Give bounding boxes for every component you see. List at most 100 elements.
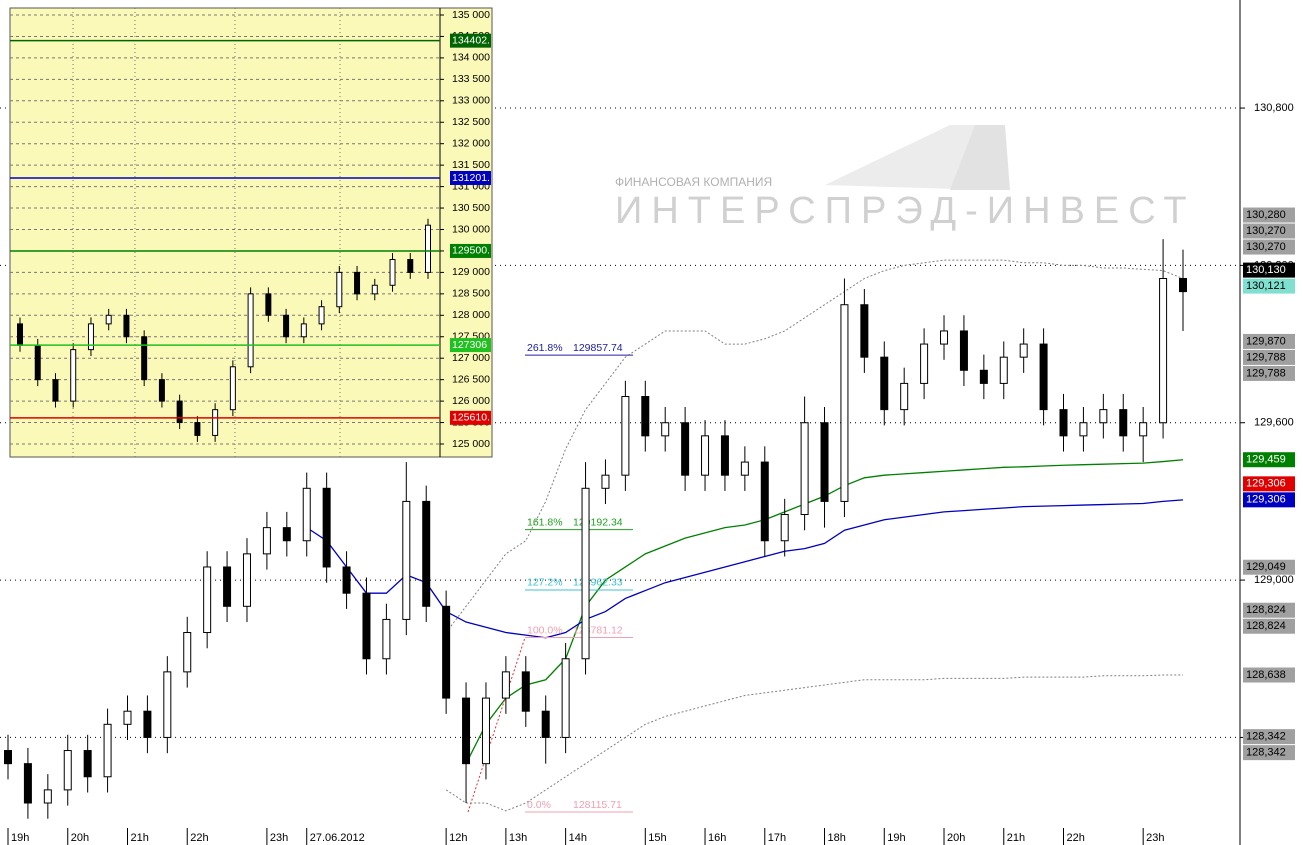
inset-y-tick-label: 130 500 (452, 202, 490, 214)
candle-body (302, 487, 311, 542)
candle-body (681, 422, 690, 476)
candle-body (720, 435, 729, 476)
x-tick-label: 23h (1146, 832, 1164, 844)
inset-y-tick-label: 128 500 (452, 288, 490, 300)
fib-value: 129192.34 (573, 516, 623, 528)
price-label: 129,306 (1246, 478, 1286, 490)
candle-body (1179, 278, 1187, 293)
price-label: 129,049 (1246, 561, 1286, 573)
price-label: 128,824 (1246, 620, 1286, 632)
price-label-box (1243, 476, 1295, 492)
y-tick-label: 129,000 (1254, 574, 1294, 586)
candle-body (601, 474, 610, 489)
candle-body (194, 422, 201, 436)
candle-body (641, 396, 650, 437)
price-label-box (1243, 667, 1295, 683)
candle-body (70, 349, 77, 402)
candle-body (840, 304, 849, 502)
price-label-box (1243, 729, 1295, 745)
price-label-box (1243, 618, 1295, 634)
indicator-line (445, 674, 1183, 812)
price-label: 130,270 (1246, 225, 1286, 237)
candle-body (621, 396, 630, 476)
fib-value: 128115.71 (573, 799, 622, 811)
candle-body (63, 750, 72, 791)
candle-body (212, 409, 219, 436)
candle-body (143, 710, 152, 738)
y-tick-label: 129,600 (1254, 417, 1294, 429)
candle-body (1139, 422, 1148, 437)
candle-body (920, 343, 929, 384)
candle-body (322, 487, 331, 568)
fib-ratio: 261.8% (527, 342, 563, 354)
candle-body (481, 697, 490, 765)
candle-body (541, 710, 550, 738)
candle-body (581, 487, 590, 660)
price-label-box (1243, 239, 1295, 255)
candle-body (103, 723, 112, 778)
candle-body (999, 356, 1008, 384)
candle-body (760, 461, 769, 542)
candle-body (183, 632, 192, 673)
x-tick-label: 12h (449, 832, 467, 844)
candle-body (1059, 409, 1068, 437)
candle-body (425, 224, 431, 273)
candle-body (389, 259, 396, 286)
price-label: 128,824 (1246, 604, 1286, 616)
inset-y-tick-label: 126 500 (452, 373, 490, 385)
candle-body (105, 314, 112, 325)
price-label-box (1243, 349, 1295, 365)
candle-body (17, 323, 23, 346)
price-label: 130,121 (1246, 280, 1286, 292)
inset-level-box (450, 243, 491, 258)
inset-y-tick-label: 133 500 (452, 73, 490, 85)
price-label-box (1243, 365, 1295, 381)
x-tick-label: 22h (1067, 832, 1085, 844)
candle-body (87, 323, 94, 351)
candle-body (52, 379, 59, 402)
candle-body (265, 293, 272, 316)
inset-level-label: 131201. (452, 172, 490, 184)
inset-y-tick-label: 128 000 (452, 309, 490, 321)
indicator-line (306, 499, 1184, 639)
candle-body (176, 400, 183, 424)
logo (825, 125, 1010, 190)
candle-body (701, 435, 710, 476)
x-tick-label: 19h (887, 832, 905, 844)
inset-y-tick-label: 125 000 (452, 438, 490, 450)
price-label-box (1243, 207, 1295, 223)
x-tick-label: 13h (509, 832, 527, 844)
candle-body (354, 271, 361, 295)
candle-body (203, 566, 212, 634)
price-label-box (1243, 333, 1295, 349)
inset-background (9, 7, 493, 458)
price-label-box (1243, 223, 1295, 239)
x-tick-label: 14h (569, 832, 587, 844)
candle-body (860, 304, 869, 358)
candle-body (23, 763, 32, 804)
candle-body (371, 284, 378, 295)
fib-trend (467, 637, 526, 813)
watermark-line1: ФИНАНСОВАЯ КОМПАНИЯ (615, 175, 772, 189)
candle-body (43, 789, 52, 804)
y-tick-label: 130,800 (1254, 102, 1294, 114)
candle-body (1119, 409, 1128, 437)
candle-body (521, 671, 530, 712)
x-tick-label: 16h (708, 832, 726, 844)
inset-y-tick-label: 133 000 (452, 95, 490, 107)
inset-y-tick-label: 127 000 (452, 352, 490, 364)
candle-body (4, 750, 12, 765)
inset-level-label: 127306 (452, 339, 487, 351)
x-tick-label: 22h (190, 832, 208, 844)
candle-body (900, 382, 909, 411)
price-label: 130,270 (1246, 241, 1286, 253)
candle-body (979, 369, 988, 384)
inset-level-label: 125610. (452, 412, 490, 424)
logo-shape (950, 125, 1010, 190)
candle-body (300, 323, 307, 338)
inset-y-tick-label: 135 000 (452, 9, 490, 21)
candle-body (282, 527, 291, 542)
candle-body (820, 422, 829, 502)
